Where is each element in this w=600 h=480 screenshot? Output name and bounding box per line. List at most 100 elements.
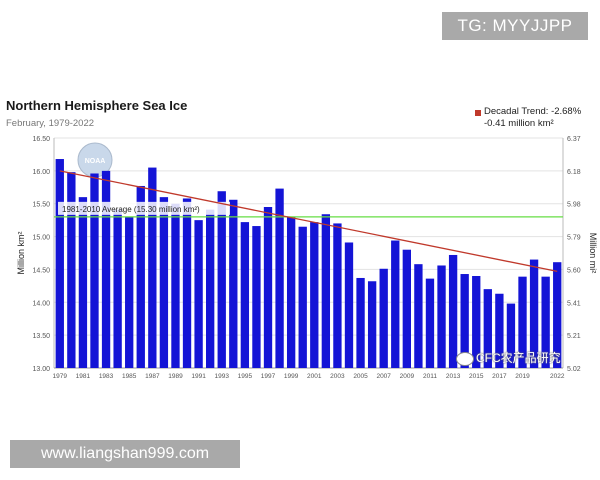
x-tick-label: 1987 xyxy=(145,373,160,380)
y-axis-title-right: Million mi² xyxy=(588,233,598,274)
bar-2016 xyxy=(483,289,492,368)
x-tick-label: 2022 xyxy=(550,373,565,380)
x-tick-label: 2015 xyxy=(469,373,484,380)
bar-2007 xyxy=(379,268,388,368)
tg-watermark-badge: TG: MYYJJPP xyxy=(442,12,588,40)
bar-1991 xyxy=(194,220,203,368)
cfc-watermark-text: CFC农产品研究 xyxy=(476,351,561,365)
noaa-logo-text: NOAA xyxy=(85,158,106,165)
bar-2005 xyxy=(356,277,365,368)
y-tick-label-right: 5.98 xyxy=(567,202,581,209)
trend-legend-swatch xyxy=(475,110,481,116)
y-tick-label-left: 16.50 xyxy=(32,136,50,143)
bar-2011 xyxy=(425,278,435,368)
bar-2000 xyxy=(298,226,307,368)
bar-2008 xyxy=(391,240,400,368)
bar-2019 xyxy=(518,276,527,368)
x-tick-label: 1981 xyxy=(76,373,91,380)
y-tick-label-left: 13.50 xyxy=(32,333,50,340)
x-tick-label: 2017 xyxy=(492,373,507,380)
x-tick-label: 2013 xyxy=(446,373,461,380)
x-tick-label: 1997 xyxy=(261,373,276,380)
bar-2014 xyxy=(460,274,469,368)
wechat-icon xyxy=(456,351,474,366)
cfc-watermark: CFC农产品研究 xyxy=(456,349,561,366)
trend-legend: Decadal Trend: -2.68% -0.41 million km² xyxy=(475,106,599,130)
x-tick-label: 2011 xyxy=(423,373,437,380)
chart-title: Northern Hemisphere Sea Ice xyxy=(6,98,188,113)
y-tick-label-right: 5.21 xyxy=(567,333,581,340)
bar-1997 xyxy=(263,207,273,368)
bar-1998 xyxy=(275,188,284,368)
bar-2020 xyxy=(529,259,539,368)
bar-2002 xyxy=(321,214,331,368)
bar-1982 xyxy=(90,173,99,368)
x-tick-label: 2019 xyxy=(515,373,530,380)
bar-1984 xyxy=(113,209,122,368)
bar-1994 xyxy=(229,199,238,368)
bar-2017 xyxy=(495,293,504,368)
average-label-bg xyxy=(58,201,230,215)
bar-2018 xyxy=(506,303,516,368)
x-tick-label: 2007 xyxy=(376,373,391,380)
y-tick-label-left: 16.00 xyxy=(32,169,50,176)
bar-1999 xyxy=(286,216,296,368)
bar-1993 xyxy=(217,191,226,368)
bar-2003 xyxy=(333,223,342,368)
x-tick-label: 1985 xyxy=(122,373,137,380)
bar-1996 xyxy=(252,226,261,368)
bar-1983 xyxy=(101,170,111,368)
bar-2022 xyxy=(553,262,562,368)
bar-1980 xyxy=(67,172,76,368)
bar-2010 xyxy=(414,264,423,368)
x-tick-label: 2009 xyxy=(400,373,415,380)
y-tick-label-left: 13.00 xyxy=(32,366,50,373)
bar-1989 xyxy=(171,203,180,368)
y-tick-label-left: 14.50 xyxy=(32,267,50,274)
trend-line xyxy=(59,170,558,273)
x-tick-label: 1989 xyxy=(168,373,183,380)
bar-1990 xyxy=(182,198,192,368)
bar-1979 xyxy=(55,159,64,368)
x-tick-label: 1983 xyxy=(99,373,114,380)
x-tick-label: 1999 xyxy=(284,373,299,380)
bar-2021 xyxy=(541,276,550,368)
y-tick-label-left: 15.00 xyxy=(32,235,50,242)
y-tick-label-right: 5.02 xyxy=(567,366,581,373)
bar-2015 xyxy=(472,276,481,368)
bar-1992 xyxy=(206,209,215,368)
x-tick-label: 2005 xyxy=(353,373,368,380)
trend-legend-line1: Decadal Trend: -2.68% xyxy=(484,106,582,117)
bar-2004 xyxy=(344,242,354,368)
y-tick-label-right: 5.41 xyxy=(567,300,581,307)
bar-1987 xyxy=(148,167,157,368)
x-tick-label: 1995 xyxy=(238,373,253,380)
bar-1995 xyxy=(240,222,250,368)
x-tick-label: 2001 xyxy=(307,373,322,380)
y-axis-title-left: Million km² xyxy=(16,231,26,274)
y-tick-label-right: 5.60 xyxy=(567,267,581,274)
x-tick-label: 1993 xyxy=(215,373,230,380)
bar-1986 xyxy=(136,185,145,368)
y-tick-label-left: 15.50 xyxy=(32,202,50,209)
bar-2006 xyxy=(367,281,377,368)
y-tick-label-right: 5.79 xyxy=(567,235,581,242)
trend-legend-line2: -0.41 million km² xyxy=(484,118,554,129)
bar-1988 xyxy=(159,197,169,368)
y-tick-label-right: 6.18 xyxy=(567,169,581,176)
bar-2012 xyxy=(437,265,446,368)
bar-1981 xyxy=(78,197,88,368)
average-label: 1981-2010 Average (15.30 million km²) xyxy=(62,205,200,214)
bar-2001 xyxy=(310,222,319,368)
y-tick-label-left: 14.00 xyxy=(32,300,50,307)
x-tick-label: 1991 xyxy=(191,373,206,380)
chart-subtitle: February, 1979-2022 xyxy=(6,118,95,129)
y-tick-label-right: 6.37 xyxy=(567,136,581,143)
x-tick-label: 2003 xyxy=(330,373,345,380)
site-url-badge: www.liangshan999.com xyxy=(10,440,240,468)
bar-2009 xyxy=(402,249,411,368)
bar-2013 xyxy=(448,254,458,368)
bar-1985 xyxy=(125,216,134,368)
x-tick-label: 1979 xyxy=(53,373,68,380)
